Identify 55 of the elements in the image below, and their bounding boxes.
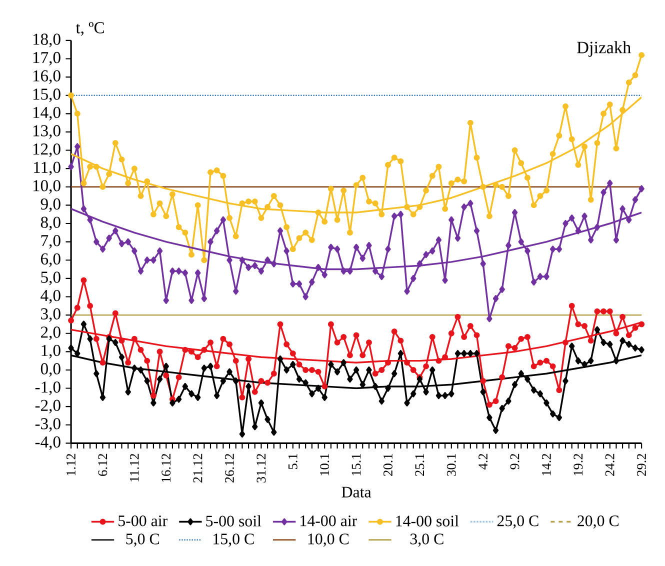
y-tick-label: 8,0 (40, 216, 60, 230)
y-tick-label: 5,0 (41, 272, 60, 286)
legend-label: 5,0 C (126, 534, 160, 547)
y-axis-title: t, ºC (76, 22, 104, 36)
y-tick-label: 1,0 (42, 344, 60, 358)
x-tick-label: 24.2 (605, 454, 614, 476)
x-tick-label: 19.2 (574, 454, 583, 476)
legend-label: 14-00 air (300, 515, 358, 526)
y-tick-label: 2,0 (41, 326, 60, 340)
y-tick-label: 14,0 (33, 106, 60, 120)
y-tick-label: 18,0 (33, 34, 60, 48)
y-tick-label: -3,0 (35, 418, 60, 432)
legend-label: 3,0 C (410, 534, 444, 547)
legend-label: 5-00 air (118, 515, 168, 526)
x-tick-label: 16.12 (162, 454, 171, 482)
x-tick-label: 4.2 (478, 454, 488, 470)
x-tick-label: 31.12 (256, 454, 266, 482)
legend-label: 25,0 C (497, 515, 538, 529)
chart-title: Djizakh (577, 41, 631, 57)
x-tick-label: 5.1 (288, 454, 298, 470)
y-tick-label: -2,0 (35, 400, 60, 414)
y-tick-label: 16,0 (33, 70, 60, 84)
y-tick-label: 4,0 (40, 290, 60, 304)
y-tick-label: 9,0 (40, 198, 60, 212)
x-tick-label: 25.1 (415, 454, 424, 476)
y-tick-label: 11,0 (34, 162, 60, 176)
x-axis-title: Data (342, 486, 372, 498)
y-tick-label: 6,0 (40, 253, 60, 267)
x-tick-label: 11.12 (130, 454, 139, 482)
y-tick-label: 12,0 (33, 143, 60, 158)
x-tick-label: 1.12 (66, 454, 76, 476)
legend-label: 20,0 C (578, 515, 618, 529)
y-tick-label: 10,0 (33, 180, 60, 194)
y-tick-label: -1,0 (35, 381, 60, 396)
y-tick-label: 3,0 (41, 308, 60, 322)
x-tick-label: 30.1 (446, 454, 456, 476)
x-tick-label: 14.2 (542, 454, 551, 476)
y-tick-label: 0,0 (40, 363, 60, 377)
y-tick-label: 15,0 (33, 88, 60, 102)
x-tick-label: 15.1 (352, 454, 361, 476)
legend-label: 10,0 C (308, 534, 349, 547)
x-tick-label: 20.1 (383, 454, 393, 476)
x-tick-label: 10.1 (320, 454, 330, 476)
x-tick-label: 21.12 (193, 454, 202, 482)
y-tick-label: 7,0 (41, 235, 60, 249)
y-tick-label: -4,0 (35, 436, 60, 450)
y-tick-label: 13,0 (33, 125, 60, 139)
legend-label: 5-00 soil (206, 515, 262, 526)
legend-label: 14-00 soil (396, 515, 459, 526)
legend-label: 15,0 C (214, 534, 254, 547)
x-tick-label: 29.2 (637, 454, 646, 476)
y-tick-label: 17,0 (33, 52, 60, 66)
x-tick-label: 6.12 (98, 454, 108, 476)
x-tick-label: 26.12 (225, 454, 234, 482)
x-tick-label: 9.2 (510, 454, 520, 470)
